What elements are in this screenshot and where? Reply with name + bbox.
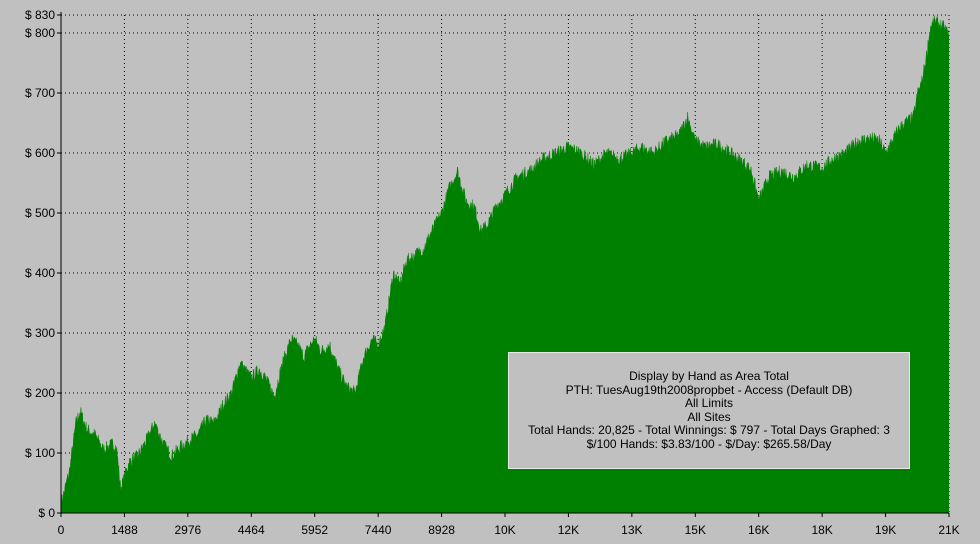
x-tick-label: 19K bbox=[875, 523, 896, 537]
y-tick-label: $ 830 bbox=[25, 8, 55, 22]
y-tick-label: $ 0 bbox=[38, 506, 55, 520]
info-rates: $/100 Hands: $3.83/100 - $/Day: $265.58/… bbox=[586, 436, 832, 451]
x-tick-label: 4464 bbox=[238, 523, 265, 537]
info-display-mode: Display by Hand as Area Total bbox=[629, 369, 789, 383]
x-tick-label: 21K bbox=[938, 523, 959, 537]
x-tick-label: 2976 bbox=[175, 523, 202, 537]
y-tick-label: $ 800 bbox=[25, 26, 55, 40]
x-tick-label: 12K bbox=[558, 523, 579, 537]
y-tick-label: $ 400 bbox=[25, 266, 55, 280]
info-sites: All Sites bbox=[687, 409, 731, 424]
x-tick-label: 7440 bbox=[365, 523, 392, 537]
y-tick-label: $ 100 bbox=[25, 446, 55, 460]
x-tick-label: 10K bbox=[494, 523, 515, 537]
x-tick-label: 0 bbox=[58, 523, 65, 537]
x-tick-label: 15K bbox=[685, 523, 706, 537]
y-tick-label: $ 200 bbox=[25, 386, 55, 400]
info-database: PTH: TuesAug19th2008propbet - Access (De… bbox=[565, 382, 853, 397]
x-tick-label: 18K bbox=[811, 523, 832, 537]
x-tick-label: 13K bbox=[621, 523, 642, 537]
y-tick-label: $ 500 bbox=[25, 206, 55, 220]
y-tick-label: $ 600 bbox=[25, 146, 55, 160]
y-tick-label: $ 700 bbox=[25, 86, 55, 100]
info-totals: Total Hands: 20,825 - Total Winnings: $ … bbox=[528, 423, 890, 437]
x-tick-label: 16K bbox=[748, 523, 769, 537]
info-limits: All Limits bbox=[684, 396, 733, 410]
x-tick-label: 1488 bbox=[111, 523, 138, 537]
x-tick-label: 8928 bbox=[428, 523, 455, 537]
info-box: Display by Hand as Area Total PTH: TuesA… bbox=[508, 352, 910, 469]
y-tick-label: $ 300 bbox=[25, 326, 55, 340]
x-tick-label: 5952 bbox=[301, 523, 328, 537]
